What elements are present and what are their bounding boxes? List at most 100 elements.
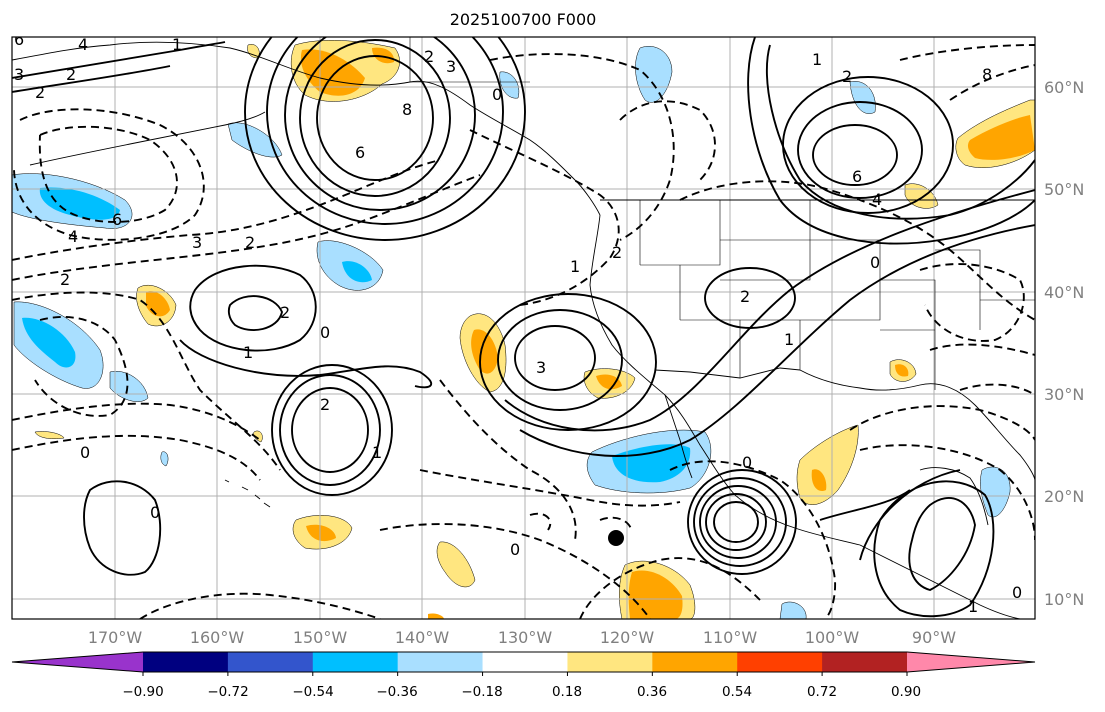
contour-label: 6 [355,143,365,162]
contour-line [227,295,283,332]
colorbar-extend-low [12,652,143,672]
contour-label: 0 [1012,583,1022,602]
contour-line [693,477,787,567]
contour-label: 2 [60,270,70,289]
negative-field-strong [612,444,691,483]
contour-line [291,387,369,473]
contour-label: 2 [612,243,622,262]
contour-label: 3 [14,65,24,84]
contour-line [12,174,481,281]
contour-line [713,501,759,543]
contour-label: 2 [280,303,290,322]
contour-line [504,189,1035,432]
colorbar-label: 0.18 [552,684,582,700]
contour-line [959,383,1035,396]
colorbar-label: −0.36 [376,684,417,700]
contour-label: 2 [424,47,434,66]
colorbar-extend-high [907,652,1035,672]
map-frame [11,36,1036,620]
dashed-contours [12,44,1035,619]
contour-label: 2 [842,67,852,86]
positive-field-strong [471,329,498,374]
contour-line [12,434,261,481]
contour-line [379,523,651,619]
colorbar-label: 0.72 [807,684,837,700]
contour-line [859,444,1035,541]
contour-line [873,480,995,618]
lon-label-140w: 140°W [395,628,450,647]
contour-label: 4 [78,35,88,54]
contour-line [599,516,633,533]
positive-field [428,613,444,619]
contour-line [12,291,281,471]
positive-field [436,541,476,588]
lon-label-170w: 170°W [88,628,143,647]
contour-line [859,469,961,561]
contour-label: 8 [402,100,412,119]
contour-label: 0 [510,540,520,559]
contour-line [266,37,504,225]
contour-line [704,267,796,329]
contour-label: 0 [870,253,880,272]
contour-line [271,364,393,496]
colorbar-label: 0.54 [722,684,752,700]
colorbar-label: −0.72 [207,684,248,700]
contour-line [908,497,976,592]
contour-line [919,263,1025,342]
contour-label: 6 [112,210,122,229]
negative-field [160,451,169,467]
contour-line [34,316,129,417]
map-title: 2025100700 F000 [449,10,597,29]
positive-field-strong [628,570,683,619]
colorbar-segment [143,652,229,672]
lon-label-100w: 100°W [805,628,860,647]
contour-label: 0 [80,443,90,462]
lat-label-60n: 60°N [1044,78,1084,97]
yucatan-coast [919,467,989,526]
lon-label-150w: 150°W [293,628,348,647]
contour-label: 3 [536,358,546,377]
map-area: 6 4 2 3 2 1 8 6 3 2 0 4 6 2 1 2 0 3 2 2 … [12,30,1035,619]
colorbar-segment [822,652,908,672]
lon-label-110w: 110°W [703,628,758,647]
lat-label-50n: 50°N [1044,180,1084,199]
colorbar-label: −0.54 [292,684,333,700]
lat-label-40n: 40°N [1044,283,1084,302]
negative-field-strong [342,261,372,283]
contour-line [699,485,777,559]
contour-line [797,101,923,199]
negative-field [779,601,807,619]
contour-label: 0 [150,503,160,522]
positive-field [796,424,859,505]
contour-line [489,53,675,241]
contour-line [12,159,441,261]
contour-line [83,480,162,576]
contour-line [519,224,1035,457]
contour-label: 1 [172,35,182,54]
contour-label: 6 [14,30,24,49]
gulf-coast [799,369,1035,481]
negative-field-strong [22,317,76,368]
alaska-coast [12,41,601,216]
contour-line [316,55,434,181]
contour-label: 1 [243,343,253,362]
contour-line [12,402,261,441]
negative-field [499,71,520,99]
contour-line [419,469,681,507]
positive-field [34,431,65,439]
colorbar-segments [12,652,1035,672]
contour-label: 4 [68,227,78,246]
contour-label: 8 [982,65,992,84]
central-america-coast [859,544,1021,619]
positive-field-strong [596,374,622,390]
negative-field [849,81,876,114]
contour-labels: 6 4 2 3 2 1 8 6 3 2 0 4 6 2 1 2 0 3 2 2 … [14,30,1022,616]
contour-line [579,557,761,619]
contour-line [189,264,317,352]
lat-label-30n: 30°N [1044,385,1084,404]
contour-label: 2 [740,287,750,306]
solid-contours [12,37,1035,618]
contour-line [38,125,178,223]
colorbar-segment [737,652,823,672]
